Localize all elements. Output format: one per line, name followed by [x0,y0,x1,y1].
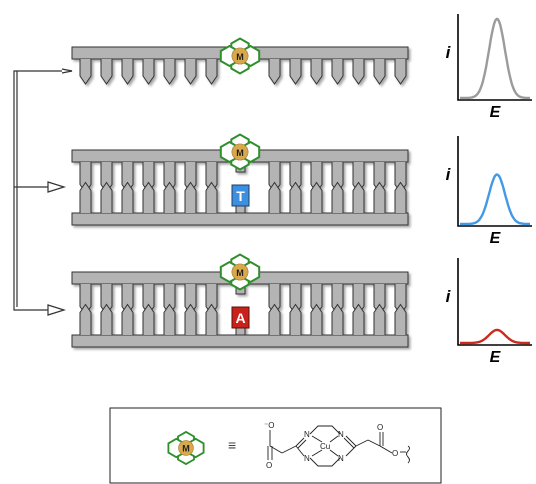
cu-complex-structure [267,425,410,467]
metal-label: M [236,268,244,278]
base-tooth-bottom [352,303,365,335]
base-tooth-bottom [268,181,281,213]
base-tooth [289,59,302,85]
base-tooth-bottom [331,181,344,213]
base-tooth-bottom [100,303,113,335]
base-tooth-bottom [289,303,302,335]
metal-center [231,143,249,161]
base-tooth-bottom [310,181,323,213]
base-tooth-bottom [310,303,323,335]
base-tooth [205,59,218,85]
legend-metal-icon: M [167,430,205,466]
base-tooth-bottom [121,181,134,213]
base-tooth-bottom [163,181,176,213]
base-tooth-bottom [121,303,134,335]
atom-cu: Cu [320,442,330,451]
base-tooth-bottom [142,181,155,213]
duplex-probe-a [71,271,409,348]
base-tooth-bottom [205,303,218,335]
base-pairs-duplex-t [79,161,407,214]
base-tooth [352,59,365,85]
base-t-block: T [231,184,250,207]
base-tooth [310,59,323,85]
legend-box: M ≡ [109,407,442,484]
y-axis-label: i [446,165,452,184]
base-tooth-bottom [331,303,344,335]
bases-single-strand [79,59,407,85]
base-tooth [79,59,92,85]
voltammogram-1: iE [446,14,532,121]
base-t-label: T [236,188,245,204]
atom-n-3: N [338,430,344,439]
base-pairs-duplex-a [79,283,407,336]
base-tooth-bottom [184,181,197,213]
voltammogram-3: iE [446,258,532,366]
base-tooth [268,59,281,85]
base-tooth [394,59,407,85]
base-tooth [373,59,386,85]
arrowheads [47,68,73,316]
backbone-bottom-2 [71,212,409,226]
base-tooth-bottom [289,181,302,213]
x-axis-label: E [490,349,502,366]
equivalence-sign: ≡ [228,437,236,453]
base-tooth-bottom [394,181,407,213]
backbone-bottom-3 [71,334,409,348]
current-peak-curve [460,328,530,345]
base-tooth [163,59,176,85]
base-tooth [142,59,155,85]
base-tooth-bottom [268,303,281,335]
atom-o-left-2: O [266,461,272,470]
base-tooth [184,59,197,85]
duplex-probe-t [71,149,409,226]
atom-n-4: N [338,454,344,463]
metal-complex-icon: M [219,253,261,291]
base-tooth-bottom [79,181,92,213]
current-peak-curve [460,173,530,226]
base-tooth-bottom [373,181,386,213]
base-a-label: A [235,310,245,326]
base-a-block: A [231,306,250,329]
metal-label: M [182,443,190,453]
connector-arrows [13,70,72,311]
plot-axes [457,14,532,101]
base-tooth-bottom [142,303,155,335]
current-peak-curve [460,17,530,100]
base-tooth [100,59,113,85]
y-axis-label: i [446,287,452,306]
metal-label: M [236,148,244,158]
metal-complex-icon: M [167,430,205,466]
atom-n-2: N [304,454,310,463]
base-tooth [331,59,344,85]
metal-center [231,263,249,281]
base-tooth-bottom [373,303,386,335]
metal-center [231,47,249,65]
single-strand-probe [71,46,409,85]
base-tooth-bottom [205,181,218,213]
metal-center [178,440,194,456]
base-tooth-bottom [79,303,92,335]
plot-axes [457,258,532,346]
x-axis-label: E [490,230,502,247]
metal-complex-icon: M [219,37,261,75]
atom-o-right-1: O [377,423,383,432]
metal-label: M [236,52,244,62]
base-tooth-bottom [394,303,407,335]
x-axis-label: E [490,104,502,121]
metal-complex-icons: M M M [219,37,261,291]
y-axis-label: i [446,43,452,62]
plot-axes [457,136,532,227]
metal-complex-icon: M [219,133,261,171]
voltammogram-2: iE [446,136,532,247]
base-tooth-bottom [184,303,197,335]
base-tooth-bottom [163,303,176,335]
base-tooth-bottom [352,181,365,213]
atom-o-right-2: O [392,449,398,458]
base-tooth-bottom [100,181,113,213]
atom-o-left: ⁻O [264,421,274,430]
base-tooth [121,59,134,85]
atom-n-1: N [304,430,310,439]
